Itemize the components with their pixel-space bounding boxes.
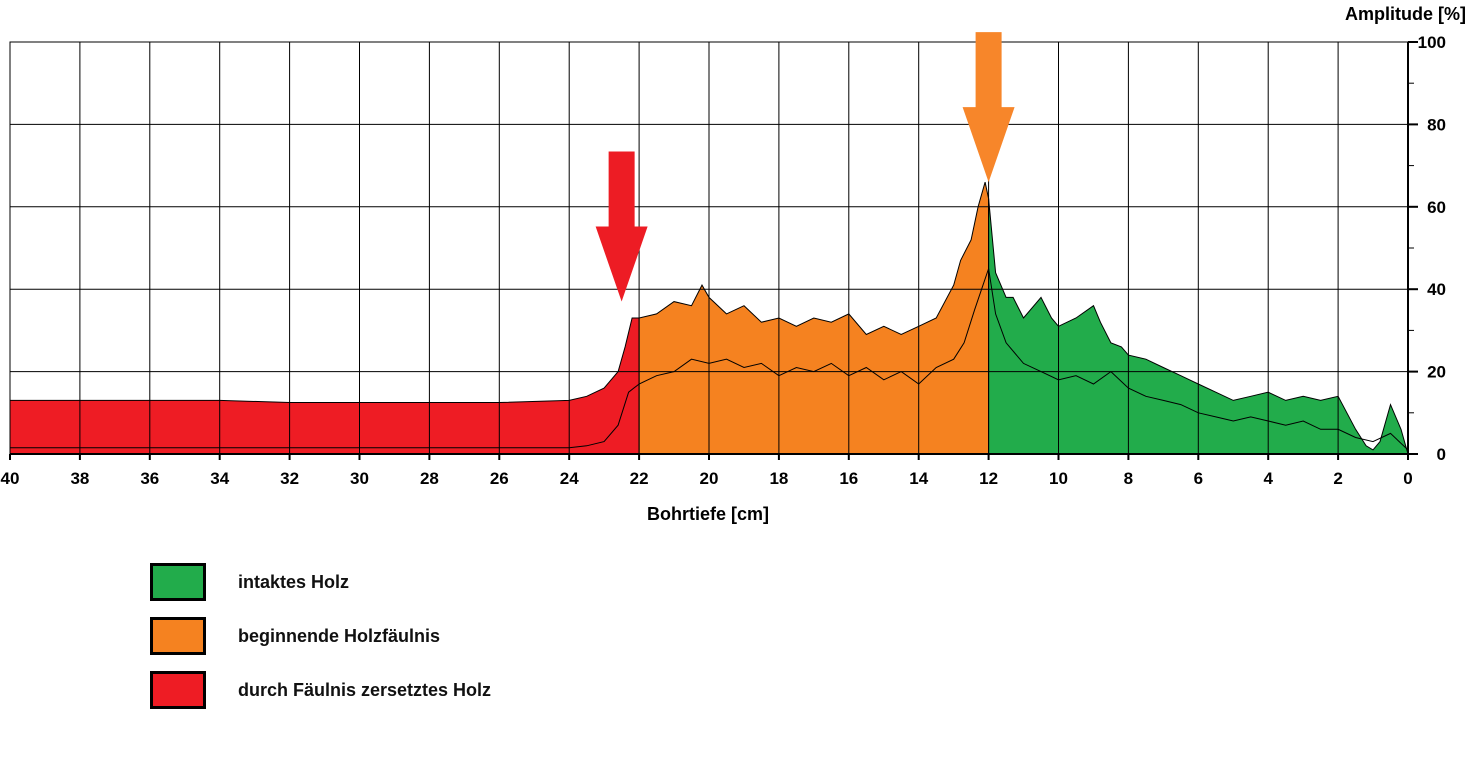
x-tick-label: 10 — [1049, 469, 1068, 488]
x-tick-label: 32 — [280, 469, 299, 488]
y-tick-label: 100 — [1418, 33, 1446, 52]
arrow-down-icon — [962, 32, 1015, 183]
zone-area-1 — [638, 181, 990, 455]
y-tick-label: 0 — [1437, 445, 1446, 464]
x-tick-label: 20 — [700, 469, 719, 488]
y-tick-label: 20 — [1427, 363, 1446, 382]
legend-label: beginnende Holzfäulnis — [238, 625, 441, 646]
x-tick-label: 8 — [1124, 469, 1133, 488]
legend-item-beginning-rot: beginnende Holzfäulnis — [150, 609, 491, 663]
y-axis-title: Amplitude [%] — [1345, 4, 1466, 24]
y-tick-label: 40 — [1427, 280, 1446, 299]
x-tick-label: 22 — [630, 469, 649, 488]
zone-area-2 — [988, 198, 1409, 455]
legend-swatch-orange — [150, 617, 206, 655]
y-tick-label: 80 — [1427, 115, 1446, 134]
x-tick-label: 6 — [1194, 469, 1203, 488]
x-tick-label: 30 — [350, 469, 369, 488]
signal-line — [10, 268, 1409, 451]
legend-swatch-green — [150, 563, 206, 601]
legend-swatch-red — [150, 671, 206, 709]
x-tick-label: 16 — [839, 469, 858, 488]
legend-item-intact: intaktes Holz — [150, 555, 491, 609]
x-tick-label: 36 — [140, 469, 159, 488]
x-tick-label: 34 — [210, 469, 229, 488]
signal-polyline — [10, 268, 1409, 451]
x-tick-label: 40 — [1, 469, 20, 488]
x-axis-ticks: 40 38 36 34 32 30 28 26 24 22 20 18 16 14 12 10 8 6 4 2 0 — [1, 454, 1413, 488]
y-tick-label: 60 — [1427, 198, 1446, 217]
x-tick-label: 26 — [490, 469, 509, 488]
x-tick-label: 0 — [1403, 469, 1412, 488]
x-tick-label: 28 — [420, 469, 439, 488]
x-tick-label: 2 — [1333, 469, 1342, 488]
grid-lines — [9, 41, 1409, 455]
x-tick-label: 12 — [979, 469, 998, 488]
annotation-arrows — [595, 32, 1015, 302]
zone-area-0 — [9, 317, 640, 455]
legend-item-decomposed: durch Fäulnis zersetztes Holz — [150, 663, 491, 717]
x-axis-title: Bohrtiefe [cm] — [647, 504, 769, 524]
x-tick-label: 14 — [909, 469, 928, 488]
legend-label: durch Fäulnis zersetztes Holz — [238, 679, 492, 700]
x-tick-label: 38 — [70, 469, 89, 488]
zone-fills — [9, 181, 1409, 455]
x-tick-label: 24 — [560, 469, 579, 488]
x-tick-label: 4 — [1263, 469, 1273, 488]
arrow-down-icon — [595, 151, 648, 302]
y-axis-ticks: 0 20 40 60 80 100 — [1408, 33, 1446, 464]
x-tick-label: 18 — [769, 469, 788, 488]
amplitude-chart: 40 38 36 34 32 30 28 26 24 22 20 18 16 14 12 10 8 6 4 2 0 02… — [1, 4, 1466, 524]
legend-label: intaktes Holz — [238, 571, 350, 592]
legend: intaktes Holz beginnende Holzfäulnis dur… — [150, 555, 491, 717]
